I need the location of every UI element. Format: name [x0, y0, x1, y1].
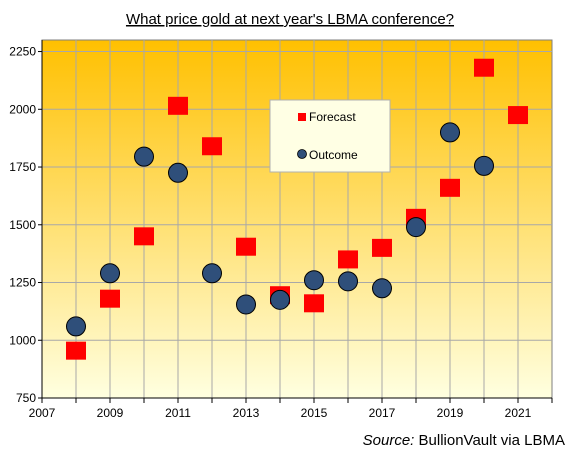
y-tick-label: 1000 [9, 333, 36, 347]
x-tick-label: 2013 [233, 406, 260, 420]
forecast-marker [202, 137, 222, 156]
forecast-marker [236, 237, 256, 256]
x-tick-label: 2009 [97, 406, 124, 420]
outcome-marker [406, 217, 426, 238]
source-note: Source: BullionVault via LBMA [363, 432, 565, 449]
outcome-marker [202, 263, 222, 284]
legend-box [269, 99, 391, 173]
forecast-marker [134, 227, 154, 246]
y-tick-label: 1500 [9, 218, 36, 232]
axis-labels: 750 1000 1250 1500 1750 2000 2250 2007 2009 2011 2… [9, 40, 553, 420]
forecast-marker [304, 294, 324, 313]
legend-forecast-marker [298, 113, 306, 121]
x-tick-label: 2007 [29, 406, 56, 420]
data-markers [66, 58, 528, 360]
forecast-marker [440, 178, 460, 197]
forecast-marker [508, 106, 528, 125]
outcome-marker [440, 122, 460, 143]
plot-area [41, 39, 553, 399]
legend-outcome-label: Outcome [309, 148, 358, 162]
outcome-marker [168, 162, 188, 183]
outcome-marker [66, 316, 86, 337]
y-tick-label: 1250 [9, 276, 36, 290]
source-text: BullionVault via LBMA [414, 432, 565, 449]
legend-outcome-marker [297, 149, 307, 159]
outcome-marker [474, 155, 494, 176]
x-tick-label: 2011 [165, 406, 191, 420]
forecast-marker [100, 289, 120, 308]
chart-title: What price gold at next year's LBMA conf… [126, 11, 454, 28]
x-tick-label: 2021 [505, 406, 532, 420]
legend: Forecast Outcome [269, 99, 391, 173]
outcome-marker [304, 270, 324, 291]
outcome-marker [236, 294, 256, 315]
forecast-marker [66, 341, 86, 360]
y-tick-label: 750 [16, 391, 36, 405]
y-tick-label: 2000 [9, 102, 36, 116]
forecast-marker [168, 96, 188, 115]
outcome-marker [100, 263, 120, 284]
forecast-marker [372, 238, 392, 257]
x-tick-label: 2017 [369, 406, 396, 420]
outcome-marker [338, 271, 358, 292]
source-label: Source: [363, 432, 415, 449]
forecast-marker [474, 58, 494, 77]
y-tick-label: 2250 [9, 45, 36, 59]
outcome-marker [270, 289, 290, 310]
outcome-marker [134, 146, 154, 167]
forecast-marker [338, 250, 358, 269]
outcome-marker [372, 278, 392, 299]
x-tick-label: 2019 [437, 406, 464, 420]
y-tick-label: 1750 [9, 160, 36, 174]
x-tick-label: 2015 [301, 406, 328, 420]
legend-forecast-label: Forecast [309, 110, 356, 124]
